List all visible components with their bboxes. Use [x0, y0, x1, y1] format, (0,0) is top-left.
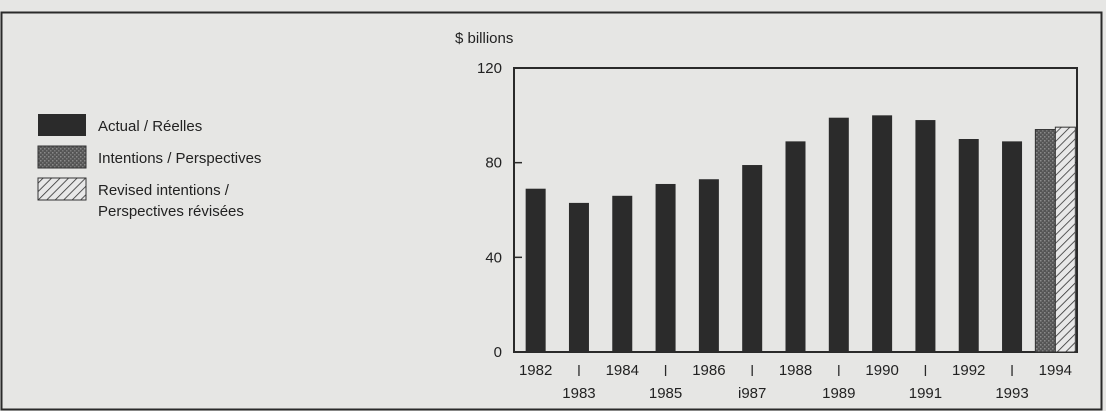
y-tick-label: 120	[477, 60, 502, 77]
bar-1988-actual	[785, 141, 806, 352]
bar-1989-actual	[828, 117, 849, 352]
x-tick-label: 1994	[1039, 362, 1072, 379]
legend-label: Perspectives révisées	[98, 203, 244, 220]
bar-1991-actual	[915, 120, 936, 352]
bar-1993-actual	[1002, 141, 1023, 352]
y-axis-label: $ billions	[455, 30, 513, 47]
legend: Actual / Réelles Intentions / Perspective…	[37, 114, 261, 220]
bar-1992-actual	[958, 139, 979, 352]
legend-label: Actual / Réelles	[98, 118, 202, 135]
x-tick-label: 1986	[692, 362, 725, 379]
x-tick-label: 1991	[909, 385, 942, 402]
y-tick-label: 0	[494, 344, 502, 361]
bar-1987-actual	[742, 165, 763, 352]
bar-1994-intentions	[1034, 129, 1056, 353]
y-tick-label: 40	[485, 249, 502, 266]
bar-1990-actual	[872, 115, 893, 352]
x-tick-label: i987	[738, 385, 766, 402]
bar-1994-revised	[1054, 126, 1076, 353]
x-tick-label: 1989	[822, 385, 855, 402]
x-tick-label: 1990	[865, 362, 898, 379]
x-tick-label: 1983	[562, 385, 595, 402]
figure-border	[0, 11, 1103, 411]
bar-1983-actual	[568, 202, 589, 352]
legend-swatch-revised	[37, 177, 87, 201]
legend-label: Revised intentions /	[98, 182, 230, 199]
x-tick-label: 1992	[952, 362, 985, 379]
bar-1986-actual	[698, 179, 719, 352]
legend-swatch-actual	[38, 114, 86, 136]
x-tick-label: 1985	[649, 385, 682, 402]
x-tick-label: 1988	[779, 362, 812, 379]
x-tick-label: 1984	[606, 362, 639, 379]
bar-1982-actual	[525, 188, 546, 352]
bar-1985-actual	[655, 183, 676, 352]
x-tick-label: 1982	[519, 362, 552, 379]
legend-label: Intentions / Perspectives	[98, 150, 261, 167]
y-tick-label: 80	[485, 155, 502, 172]
bar-1984-actual	[612, 195, 633, 352]
plot-area: 0 40 80 120 1982 1983 1984 1985 1986 i987 1988 1989…	[477, 60, 1078, 402]
legend-swatch-intentions	[37, 145, 87, 169]
x-tick-label: 1993	[995, 385, 1028, 402]
